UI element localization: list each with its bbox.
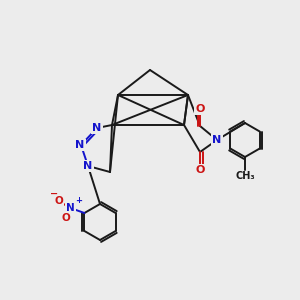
Text: N: N — [66, 203, 75, 213]
Text: O: O — [195, 165, 205, 175]
Text: O: O — [54, 196, 63, 206]
Text: O: O — [61, 213, 70, 223]
Text: −: − — [50, 189, 59, 199]
Text: CH₃: CH₃ — [235, 171, 255, 181]
Text: +: + — [75, 196, 82, 205]
Text: O: O — [195, 104, 205, 114]
Text: N: N — [83, 161, 93, 171]
Text: N: N — [92, 123, 102, 133]
Text: N: N — [75, 140, 85, 150]
Text: N: N — [212, 135, 222, 145]
